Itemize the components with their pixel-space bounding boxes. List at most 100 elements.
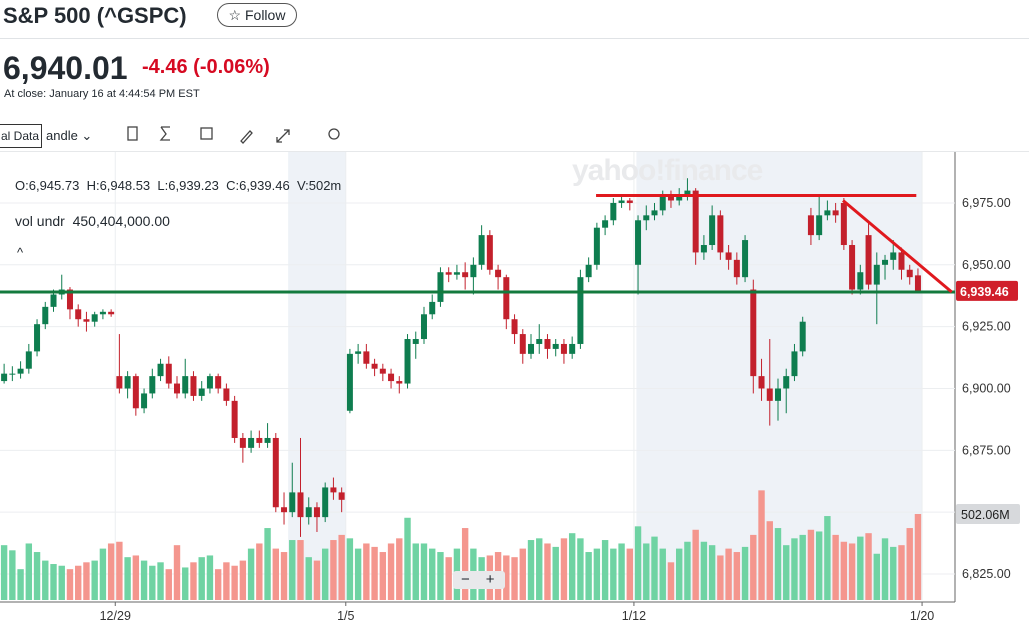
follow-button[interactable]: ☆ Follow: [217, 3, 297, 27]
icon-settings[interactable]: [328, 128, 340, 140]
candle-body: [503, 277, 510, 320]
candle-body: [470, 264, 477, 278]
candle-body: [445, 272, 452, 275]
candle-body: [1, 373, 8, 382]
volume-bar: [807, 529, 815, 600]
volume-bar: [791, 538, 798, 600]
volume-bar: [124, 557, 131, 600]
volume-bar: [190, 562, 197, 600]
chart-kind[interactable]: andle ⌄: [46, 128, 93, 143]
icon-indicators[interactable]: [159, 126, 170, 141]
candle-body: [346, 353, 353, 411]
candle-body: [857, 272, 864, 290]
volume-bar: [363, 543, 370, 600]
candle-body: [289, 492, 296, 513]
candle-body: [626, 200, 633, 203]
volume-bar: [577, 538, 584, 600]
candle-body: [198, 388, 205, 396]
zoom-out[interactable]: −: [461, 571, 470, 588]
candle-body: [593, 227, 600, 265]
title: S&P 500 (^GSPC): [3, 3, 187, 28]
change: -4.46 (-0.06%): [142, 56, 270, 79]
candle-body: [783, 376, 790, 389]
volume-bar: [165, 569, 172, 600]
volume-bar: [404, 517, 411, 600]
trend-line: [842, 199, 953, 294]
volume-bar: [824, 516, 831, 600]
candle-body: [544, 339, 551, 349]
candle-body: [742, 240, 749, 278]
candle-body: [807, 215, 814, 236]
volume-bar: [99, 548, 107, 600]
volume-bar: [182, 567, 189, 600]
volume-bar: [280, 552, 288, 600]
candle-body: [643, 215, 650, 221]
volume-bar: [700, 541, 708, 600]
candle-body: [610, 202, 617, 221]
volume-bar: [223, 562, 230, 600]
y-tick-label: 6,825.00: [962, 567, 1011, 581]
watermark: yahoo!finance: [572, 154, 763, 187]
x-tick-label: 1/20: [910, 609, 934, 623]
candle-body: [108, 311, 115, 315]
candle-body: [906, 269, 913, 278]
follow-label: Follow: [244, 7, 286, 23]
volume-bar: [684, 541, 691, 600]
candle-body: [717, 215, 724, 253]
volume-bar: [313, 560, 321, 600]
volume-bar: [552, 546, 559, 600]
volume-bar: [651, 536, 658, 600]
data-mode[interactable]: al Data: [0, 124, 42, 148]
collapse[interactable]: ^: [17, 245, 24, 260]
volume-bar: [247, 548, 255, 600]
candle-body: [618, 200, 625, 203]
candle-body: [272, 437, 279, 508]
candle-body: [297, 492, 304, 518]
volume-bar: [568, 533, 576, 600]
candle-body: [799, 321, 806, 352]
icon-expand[interactable]: [276, 129, 290, 143]
volume-bar: [66, 569, 74, 600]
volume-bar: [733, 552, 741, 600]
volume-bar: [9, 550, 16, 600]
volume-bar: [840, 541, 848, 600]
divider: [0, 151, 1029, 152]
icon-draw[interactable]: [240, 130, 253, 144]
candle-body: [692, 190, 699, 253]
icon-compare[interactable]: [127, 126, 138, 141]
volume-bar: [387, 543, 395, 600]
volume-bar: [881, 538, 889, 600]
divider: [0, 38, 1029, 39]
volume-bar: [643, 543, 650, 600]
volume-bar: [593, 548, 601, 600]
candle-body: [816, 215, 823, 236]
zoom-controls: − +: [453, 571, 505, 589]
icon-events[interactable]: [200, 127, 213, 140]
volume-bar: [634, 526, 642, 600]
candle-body: [379, 368, 386, 374]
volume-bar: [560, 538, 568, 600]
candle-body: [182, 376, 189, 394]
volume-bar: [429, 548, 436, 600]
volume-bar: [832, 534, 839, 600]
volume-bar: [717, 555, 724, 600]
y-tick-label: 6,875.00: [962, 443, 1011, 457]
volume-bar: [750, 534, 757, 600]
zoom-in[interactable]: +: [485, 571, 495, 588]
volume-bar: [338, 534, 345, 600]
volume-bar: [766, 521, 773, 600]
candle-body: [651, 210, 658, 216]
candle-body: [149, 376, 156, 394]
candle-body: [157, 363, 164, 377]
candle-body: [17, 368, 24, 374]
volume-bar: [503, 555, 510, 600]
candle-body: [34, 324, 41, 352]
volume-bar: [140, 560, 148, 600]
candle-body: [873, 264, 880, 285]
volume-bar: [379, 552, 387, 600]
candle-body: [437, 272, 444, 302]
volume-bar: [0, 545, 8, 600]
candle-body: [511, 319, 518, 335]
candle-body: [577, 277, 584, 344]
